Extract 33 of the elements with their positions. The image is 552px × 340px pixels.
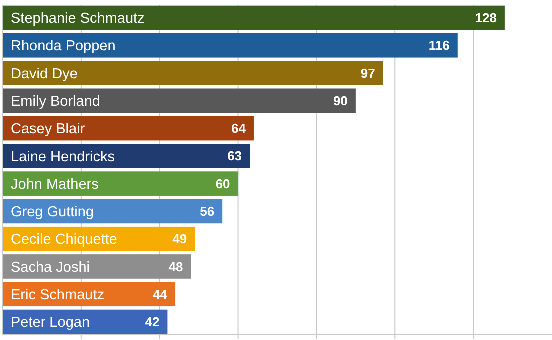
bar bbox=[3, 116, 254, 141]
bar bbox=[3, 6, 505, 30]
y-tick-label: John Mathers bbox=[11, 176, 99, 193]
bar bbox=[3, 88, 356, 114]
data-label: 42 bbox=[145, 314, 160, 330]
data-label: 64 bbox=[232, 121, 247, 136]
bar bbox=[3, 61, 384, 86]
y-tick-label: Emily Borland bbox=[11, 94, 100, 110]
y-tick-label: Rhonda Poppen bbox=[11, 38, 116, 55]
data-label: 44 bbox=[153, 286, 168, 302]
data-label: 116 bbox=[428, 38, 450, 54]
y-tick-label: Eric Schmautz bbox=[11, 287, 104, 304]
y-tick-label: Cecile Chiquette bbox=[11, 232, 118, 248]
y-tick-label: Greg Gutting bbox=[11, 204, 94, 221]
bar bbox=[3, 33, 458, 58]
y-tick-label: Peter Logan bbox=[11, 315, 90, 332]
data-label: 56 bbox=[200, 204, 215, 220]
y-tick-label: David Dye bbox=[11, 66, 78, 82]
data-label: 63 bbox=[228, 148, 242, 164]
data-label: 90 bbox=[333, 93, 348, 108]
y-tick-label: Stephanie Schmautz bbox=[11, 11, 145, 28]
data-label: 60 bbox=[216, 176, 230, 192]
data-label: 48 bbox=[168, 259, 184, 274]
bar bbox=[3, 172, 238, 196]
bar bbox=[3, 144, 250, 168]
y-tick-label: Laine Hendricks bbox=[11, 149, 115, 166]
data-label: 49 bbox=[172, 232, 188, 247]
y-tick-label: Casey Blair bbox=[11, 122, 86, 138]
bar bbox=[3, 254, 192, 279]
y-tick-label: Sacha Joshi bbox=[11, 260, 90, 276]
data-label: 97 bbox=[360, 66, 376, 81]
data-label: 128 bbox=[475, 10, 497, 26]
bar bbox=[3, 199, 223, 224]
